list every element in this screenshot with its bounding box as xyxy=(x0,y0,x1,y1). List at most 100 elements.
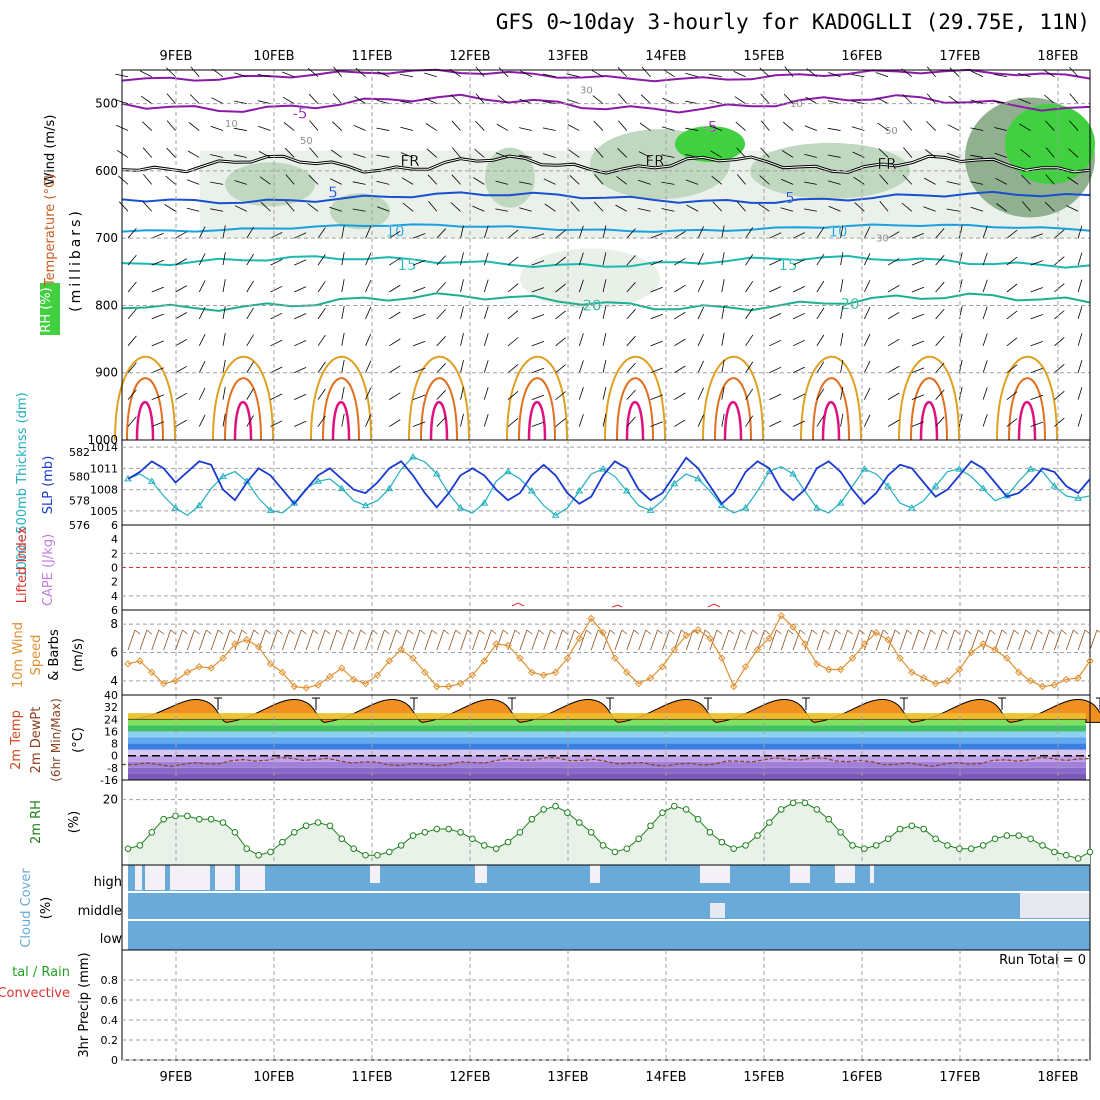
wind-barb xyxy=(270,285,283,293)
wind-barb xyxy=(781,150,794,158)
contour-minus5-upper xyxy=(121,93,1091,114)
thickness-point xyxy=(1074,494,1083,501)
wind10-barb-flag xyxy=(657,629,663,635)
wind-barb xyxy=(412,394,426,401)
temp-band xyxy=(128,725,1086,732)
wind-barb xyxy=(555,418,566,427)
wind-barb xyxy=(1006,337,1018,347)
wind10-barb xyxy=(151,629,160,651)
wind-barb xyxy=(412,286,426,293)
wind-barb xyxy=(151,421,164,427)
wind-barb xyxy=(341,386,345,400)
wind10-barb-flag xyxy=(847,629,853,635)
wind10-barb-flag xyxy=(455,629,461,635)
rh2m-point xyxy=(766,819,773,826)
wind-barb xyxy=(190,66,200,77)
wind-barb xyxy=(246,253,254,266)
wind10-barb xyxy=(175,629,183,651)
wind10-barb-flag xyxy=(514,629,521,635)
wind10-point xyxy=(254,643,263,651)
wind-barb xyxy=(923,206,936,212)
wind-barb xyxy=(578,414,584,427)
wind-barb xyxy=(1054,363,1065,374)
wind10-barb xyxy=(270,629,278,651)
wind-barb xyxy=(911,233,925,239)
wind-barb xyxy=(257,74,271,78)
rh-blob xyxy=(330,193,390,230)
wind-barb xyxy=(412,367,426,374)
temp-band xyxy=(128,731,1086,738)
wind-barb xyxy=(650,367,663,374)
wind-barb xyxy=(721,225,725,239)
rh2m-point xyxy=(1027,835,1034,843)
wind-barb xyxy=(792,286,805,293)
wind-barb xyxy=(1054,390,1065,400)
wind-barb xyxy=(222,252,226,266)
wind-barb xyxy=(745,334,754,347)
wind-barb xyxy=(995,177,1008,185)
wind10-point xyxy=(1038,682,1047,691)
wind-barb xyxy=(781,178,794,185)
wind-barb xyxy=(626,228,636,239)
wind-barb xyxy=(970,181,984,185)
wind-barb xyxy=(721,386,725,400)
wind-barb xyxy=(759,175,770,185)
wind-barb xyxy=(626,309,636,320)
wind10-barb-flag xyxy=(431,629,438,635)
wind-barb xyxy=(389,284,401,293)
wind-barb xyxy=(594,174,604,185)
wind-barb xyxy=(758,203,770,212)
rh2m-point xyxy=(540,806,547,813)
wind10-point xyxy=(171,677,180,685)
wind-barb xyxy=(935,281,945,293)
contour-25-loop xyxy=(114,355,176,441)
wind-barb xyxy=(925,149,936,158)
temp2m-ylabel-b: 2m DewPt xyxy=(29,707,44,774)
wind-barb xyxy=(1030,341,1043,347)
wind-barb xyxy=(949,67,960,78)
wind-barb xyxy=(475,93,485,104)
wind10-barb xyxy=(472,629,480,651)
wind-barb xyxy=(520,70,532,78)
lifted-blip xyxy=(511,602,525,607)
wind-barb xyxy=(555,229,566,239)
wind10-line xyxy=(127,614,1091,689)
temp2m-ylabel-c: (6hr Min/Max) xyxy=(49,698,63,782)
bottom-xtick-13FEB: 13FEB xyxy=(547,1070,588,1085)
wind-barb xyxy=(650,313,663,320)
wind-barb xyxy=(903,147,913,158)
wind10-point xyxy=(159,679,168,688)
rh2m-point xyxy=(184,812,191,820)
wind-barb xyxy=(602,306,607,319)
wind-barb xyxy=(1077,279,1083,293)
wind10-barb-flag xyxy=(954,629,960,635)
temp2m-ylabel-a: 2m Temp xyxy=(9,710,24,770)
wind-barb xyxy=(127,362,137,373)
wind-barb xyxy=(352,208,366,212)
temp-band xyxy=(128,719,1086,726)
wind10-barb-flag xyxy=(645,629,651,635)
wind-barb xyxy=(127,389,137,400)
rh2m-point xyxy=(231,829,239,836)
wind10-barb-flag xyxy=(336,629,343,635)
wind-barb xyxy=(257,100,271,105)
wind-barb xyxy=(270,232,283,239)
wind10-point xyxy=(136,657,144,665)
wind-barb xyxy=(877,122,889,131)
rh2m-point xyxy=(967,845,975,852)
wind10-barb-flag xyxy=(194,629,200,635)
wind10-point xyxy=(302,684,310,692)
cloud-level-high: high xyxy=(94,875,122,890)
wind-barb xyxy=(1054,337,1065,347)
precip-ytick: 0.2 xyxy=(101,1034,119,1047)
wind-barb xyxy=(496,123,509,131)
rh2m-point xyxy=(457,829,464,836)
wind-barb xyxy=(697,333,704,346)
contour-30-loop xyxy=(224,377,262,441)
wind-barb xyxy=(376,127,390,131)
wind-barb xyxy=(317,388,326,400)
cloud-mid-clear xyxy=(1020,893,1090,918)
wind-barb xyxy=(578,252,584,266)
wind-barb xyxy=(507,256,519,266)
wind10-barb xyxy=(673,629,682,651)
